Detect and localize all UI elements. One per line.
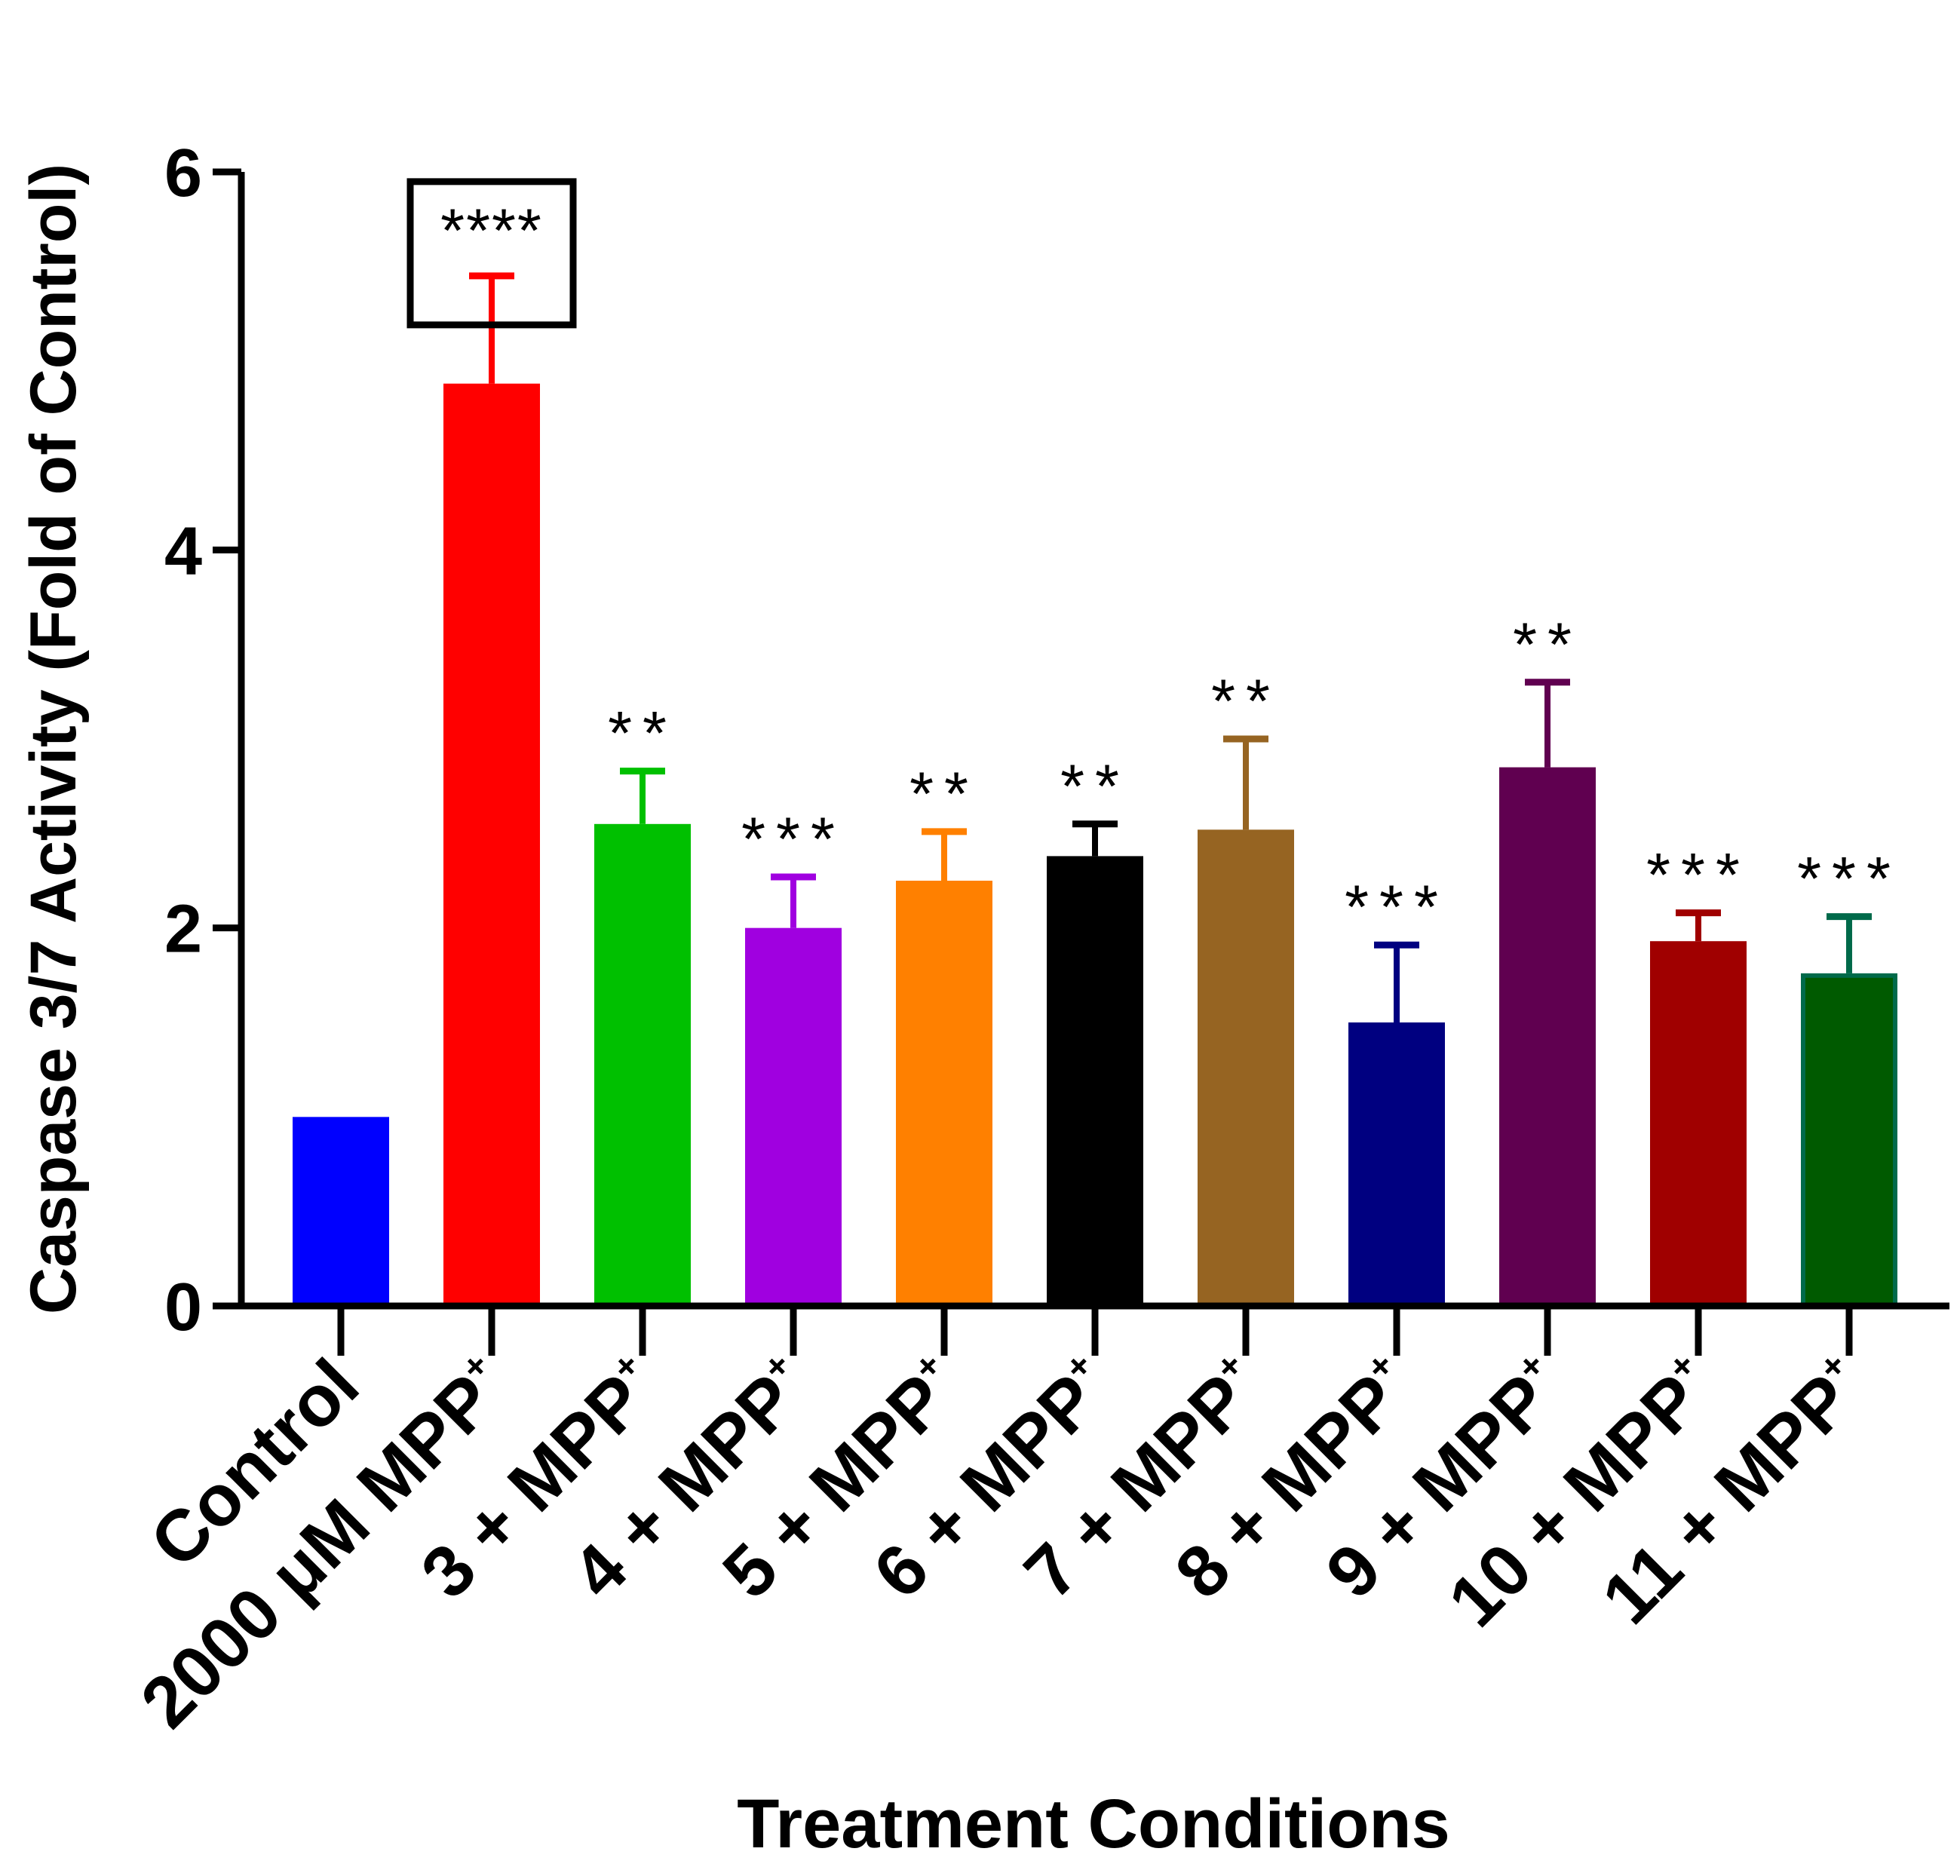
significance-label-10: *** — [1646, 841, 1750, 910]
y-tick-label: 0 — [164, 1270, 202, 1345]
bar-9 — [1499, 767, 1596, 1308]
x-axis-label: Treatment Conditions — [737, 1786, 1450, 1862]
significance-label-6: ** — [1060, 753, 1130, 821]
bar-3 — [594, 823, 691, 1309]
error-bars-layer — [469, 272, 1872, 1022]
bar-7 — [1198, 829, 1294, 1308]
bar-4 — [745, 927, 842, 1308]
highlight-box — [406, 178, 577, 329]
significance-label-7: ** — [1211, 667, 1281, 736]
significance-label-3: ** — [608, 700, 677, 768]
bar-1 — [293, 1117, 389, 1309]
bar-6 — [1047, 856, 1143, 1308]
y-ticks-layer: 0 2 4 6 — [164, 136, 241, 1345]
bar-8 — [1348, 1022, 1445, 1308]
significance-label-9: ** — [1513, 611, 1582, 679]
x-ticks-layer — [337, 1306, 1853, 1356]
significance-layer: *********** ************ *** — [406, 178, 1901, 942]
y-tick-label: 6 — [164, 136, 202, 211]
significance-label-4: *** — [741, 805, 845, 874]
bar-10 — [1650, 941, 1747, 1309]
significance-label-2: **** — [440, 197, 543, 265]
significance-label-11: *** — [1797, 845, 1901, 914]
significance-label-5: ** — [909, 760, 979, 829]
bar-2 — [443, 383, 540, 1308]
y-tick-label: 4 — [164, 513, 202, 589]
y-axis-label: Caspase 3/7 Activity (Fold of Control) — [17, 164, 90, 1314]
bars-layer — [293, 383, 1897, 1309]
bar-5 — [896, 881, 992, 1308]
significance-label-8: *** — [1345, 873, 1449, 942]
y-tick-label: 2 — [164, 892, 202, 967]
bar-11 — [1801, 973, 1897, 1308]
